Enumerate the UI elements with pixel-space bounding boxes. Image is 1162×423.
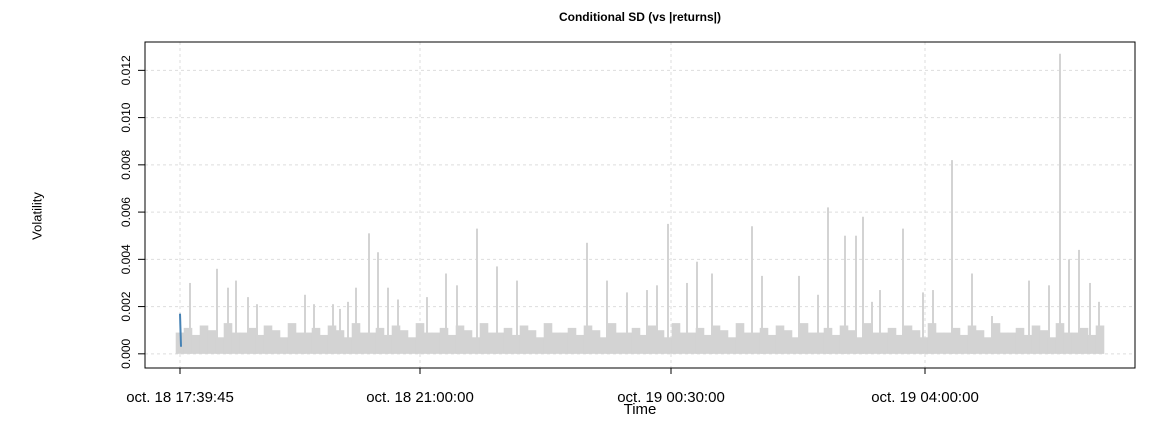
conditional-sd-line — [179, 313, 182, 347]
y-tick-label: 0.010 — [119, 102, 133, 132]
y-axis-label: Volatility — [29, 192, 44, 240]
x-tick-label: oct. 18 21:00:00 — [366, 389, 474, 406]
y-tick-label: 0.004 — [119, 244, 133, 274]
chart-title: Conditional SD (vs |returns|) — [559, 10, 721, 24]
x-tick-label: oct. 19 00:30:00 — [617, 389, 725, 406]
y-tick-label: 0.002 — [119, 291, 133, 321]
y-tick-label: 0.006 — [119, 197, 133, 227]
plot-frame — [144, 41, 1136, 369]
x-axis-label: Time — [624, 401, 657, 418]
y-tick-label: 0.008 — [119, 150, 133, 180]
x-tick-label: oct. 18 17:39:45 — [126, 389, 234, 406]
y-tick-label: 0.000 — [119, 338, 133, 368]
x-tick-label: oct. 19 04:00:00 — [871, 389, 979, 406]
y-tick-label: 0.012 — [119, 55, 133, 85]
